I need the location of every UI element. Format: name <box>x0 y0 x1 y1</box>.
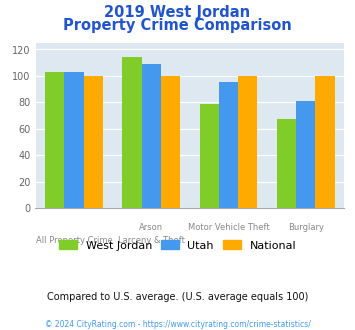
Bar <box>142 64 161 208</box>
Text: Larceny & Theft: Larceny & Theft <box>118 236 185 245</box>
Text: © 2024 CityRating.com - https://www.cityrating.com/crime-statistics/: © 2024 CityRating.com - https://www.city… <box>45 320 310 329</box>
Text: Arson: Arson <box>139 223 163 232</box>
Bar <box>277 119 296 208</box>
Text: Property Crime Comparison: Property Crime Comparison <box>63 18 292 33</box>
Bar <box>200 104 219 208</box>
Bar <box>315 76 335 208</box>
Bar <box>238 76 257 208</box>
Bar <box>161 76 180 208</box>
Text: All Property Crime: All Property Crime <box>36 236 113 245</box>
Bar <box>84 76 103 208</box>
Bar <box>296 101 315 208</box>
Bar <box>122 57 142 208</box>
Text: Burglary: Burglary <box>288 223 324 232</box>
Text: Compared to U.S. average. (U.S. average equals 100): Compared to U.S. average. (U.S. average … <box>47 292 308 302</box>
Bar <box>219 82 238 208</box>
Text: 2019 West Jordan: 2019 West Jordan <box>104 5 251 20</box>
Bar <box>45 72 65 208</box>
Bar <box>65 72 84 208</box>
Text: Motor Vehicle Theft: Motor Vehicle Theft <box>188 223 269 232</box>
Legend: West Jordan, Utah, National: West Jordan, Utah, National <box>54 236 301 255</box>
